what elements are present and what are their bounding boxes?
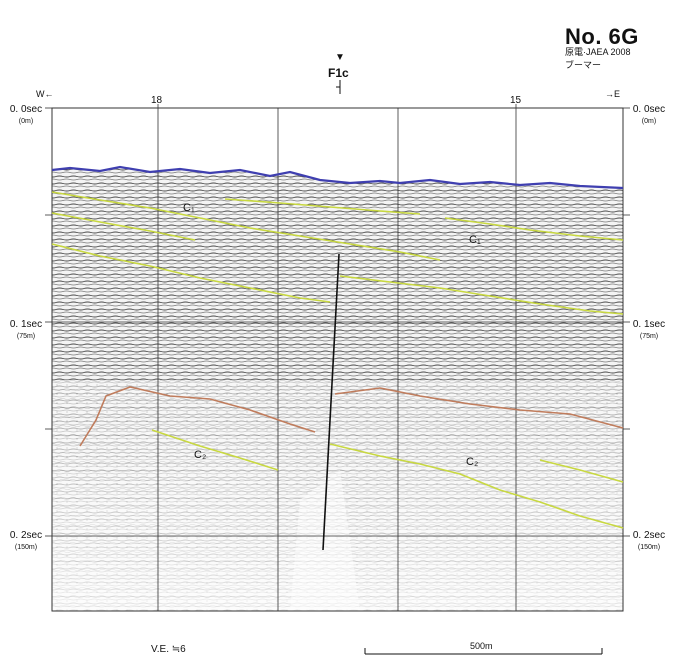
edge-ticks (45, 107, 630, 537)
vertical-exaggeration-label: V.E. ≒6 (151, 644, 186, 655)
shot-point-label-18: 18 (151, 95, 163, 106)
fault-marker-icon: ▼ (335, 52, 345, 63)
horizon-c2-upper-lines (79, 386, 624, 447)
horizon-c2-lower-lines (151, 429, 624, 529)
shot-point-gridlines (157, 104, 517, 611)
right-time-label-0: 0. 0sec (0m) (632, 104, 666, 126)
shot-point-label-15: 15 (510, 95, 522, 106)
left-time-label-1: 0. 1sec (75m) (9, 319, 43, 341)
profile-title: No. 6G (565, 24, 639, 49)
horizon-label-c2-a: C₂ (194, 449, 207, 461)
horizon-c1-lines (51, 191, 624, 315)
right-time-label-1: 0. 1sec (75m) (632, 319, 666, 341)
horizon-label-c1-a: C₁ (183, 202, 195, 214)
east-direction-label: →E (605, 89, 621, 99)
seafloor-reflector (51, 165, 624, 190)
west-direction-label: W← (36, 89, 54, 99)
fault-position-marker (336, 80, 341, 94)
fault-trace (322, 253, 340, 551)
right-time-label-2: 0. 2sec (150m) (632, 530, 666, 552)
fault-label: F1c (328, 66, 349, 80)
survey-method: ブーマー (565, 60, 602, 70)
horizon-label-c2-b: C₂ (466, 456, 479, 468)
left-time-label-0: 0. 0sec (0m) (9, 104, 43, 126)
scale-bar-label: 500m (470, 641, 493, 651)
left-time-label-2: 0. 2sec (150m) (9, 530, 43, 552)
horizon-label-c1-b: C₁ (469, 234, 481, 246)
scale-bar (364, 648, 603, 655)
survey-source: 原電·JAEA 2008 (565, 47, 631, 57)
